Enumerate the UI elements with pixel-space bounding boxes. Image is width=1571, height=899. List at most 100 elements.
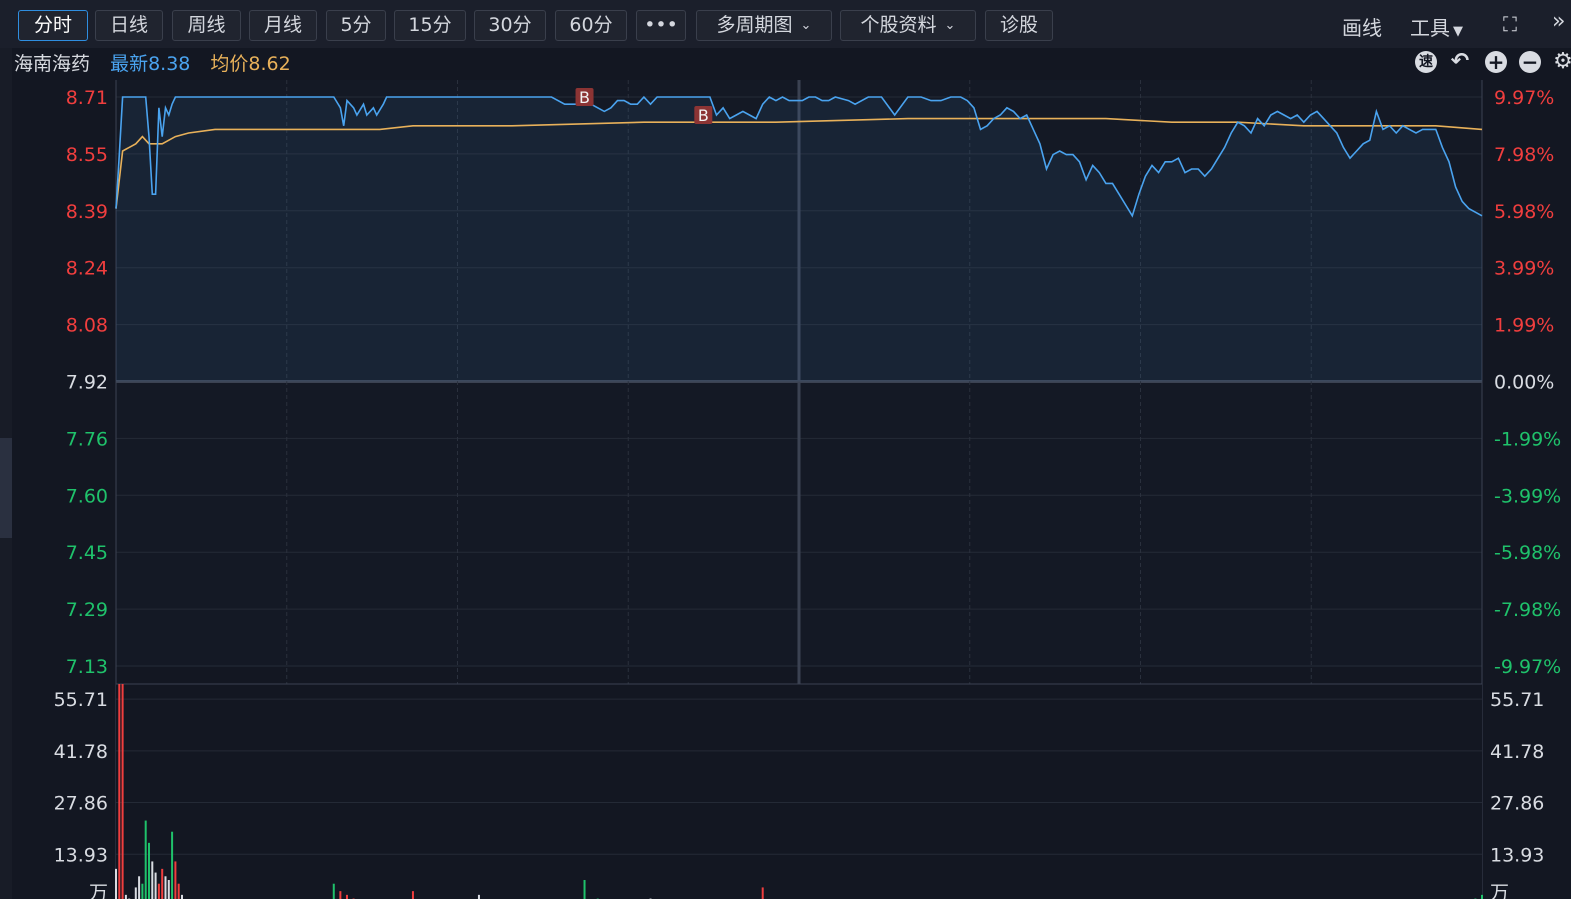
buy-marker [575, 88, 594, 106]
left-strip-marker [0, 438, 12, 538]
price-tick-label: 8.71 [66, 87, 108, 109]
toolbar: 分时 日线 周线 月线 5分 15分 30分 60分 ••• 多周期图 ⌄ 个股资… [0, 0, 1571, 48]
price-line [115, 95, 1483, 218]
average-price: 均价8.62 [210, 53, 291, 75]
volume-bar [164, 876, 167, 899]
stock-name: 海南海药 [14, 53, 91, 75]
volume-bar [157, 883, 160, 899]
price-tick-label: 8.08 [66, 315, 108, 337]
volume-bar [124, 894, 127, 899]
percent-tick-label: -9.97% [1494, 656, 1561, 678]
draw-button[interactable]: 画线 [1342, 16, 1382, 40]
multi-period-dropdown[interactable]: 多周期图 ⌄ [696, 10, 832, 41]
trade-markers: BB [575, 88, 713, 125]
volume-tick-label: 55.71 [54, 689, 108, 711]
volume-bar [171, 831, 174, 899]
volume-unit-label: 万 [1490, 882, 1509, 899]
percent-tick-label: 0.00% [1494, 372, 1554, 394]
percent-tick-label: 9.97% [1494, 87, 1554, 109]
percent-tick-label: -7.98% [1494, 599, 1561, 621]
volume-bar [180, 894, 183, 899]
volume-bar [121, 684, 124, 899]
undo-icon[interactable]: ↶ [1450, 49, 1470, 74]
tab-intraday[interactable]: 分时 [18, 10, 88, 41]
volume-bars [115, 684, 1483, 899]
price-area-fill [116, 97, 1482, 382]
volume-bar [345, 894, 348, 899]
volume-bar [411, 891, 414, 899]
volume-ticks: 55.71 55.71 41.78 41.78 27.86 27.86 13.93 13.93… [54, 689, 1545, 899]
price-ticks-left: 8.71 8.55 8.39 8.24 8.08 7.92 7.76 7.60 7.45 7.29… [66, 87, 108, 678]
buy-marker-label: B [698, 106, 709, 125]
speed-icon[interactable]: 速 [1415, 51, 1437, 73]
price-tick-label: 7.76 [66, 428, 108, 450]
buy-marker [694, 106, 713, 125]
volume-bar [118, 684, 121, 899]
volume-bar [167, 880, 170, 899]
tab-5min[interactable]: 5分 [326, 10, 386, 41]
more-periods-button[interactable]: ••• [636, 10, 686, 41]
percent-tick-label: -3.99% [1494, 485, 1561, 507]
multi-period-label: 多周期图 [716, 14, 793, 36]
info-bar: 海南海药 最新8.38 均价8.62 [14, 50, 305, 78]
tab-60min[interactable]: 60分 [555, 10, 627, 41]
percent-tick-label: -5.98% [1494, 542, 1561, 564]
volume-bar [332, 883, 335, 899]
percent-ticks-right: 9.97% 7.98% 5.98% 3.99% 1.99% 0.00% -1.99% -3.9… [1494, 87, 1561, 678]
volume-bar [134, 887, 137, 899]
volume-bar [1481, 894, 1483, 899]
volume-bar [174, 861, 177, 899]
volume-bar [339, 891, 342, 899]
diagnose-button[interactable]: 诊股 [985, 10, 1053, 41]
chevron-down-icon: ⌄ [944, 18, 956, 33]
price-tick-label: 7.45 [66, 542, 108, 564]
price-lines [115, 95, 1483, 218]
volume-bar [144, 820, 147, 899]
volume-bar [147, 842, 150, 899]
percent-tick-label: 7.98% [1494, 144, 1554, 166]
tools-label: 工具 [1410, 16, 1450, 40]
volume-bar [154, 872, 157, 899]
zoom-in-icon[interactable]: + [1485, 51, 1507, 73]
volume-tick-label: 41.78 [54, 741, 108, 763]
volume-grid [116, 683, 1482, 855]
price-tick-label: 7.29 [66, 599, 108, 621]
price-area [116, 97, 1482, 382]
zoom-out-icon[interactable]: − [1519, 51, 1541, 73]
volume-tick-label: 27.86 [54, 793, 108, 815]
chevron-down-icon: ⌄ [800, 18, 812, 33]
tab-daily[interactable]: 日线 [95, 10, 163, 41]
stock-info-label: 个股资料 [860, 14, 937, 36]
volume-bar [583, 880, 586, 899]
price-tick-label: 8.55 [66, 144, 108, 166]
volume-tick-label: 55.71 [1490, 689, 1544, 711]
volume-bar [115, 868, 117, 899]
buy-marker-label: B [579, 88, 590, 107]
percent-tick-label: 5.98% [1494, 201, 1554, 223]
tab-weekly[interactable]: 周线 [172, 10, 241, 41]
tab-30min[interactable]: 30分 [474, 10, 546, 41]
tools-dropdown[interactable]: 工具 ▼ [1410, 12, 1463, 41]
price-tick-label: 7.60 [66, 485, 108, 507]
left-strip [0, 48, 12, 899]
percent-tick-label: 3.99% [1494, 258, 1554, 280]
percent-tick-label: 1.99% [1494, 315, 1554, 337]
price-tick-label: 7.92 [66, 372, 108, 394]
volume-tick-label: 27.86 [1490, 793, 1544, 815]
volume-bar [138, 876, 141, 899]
tab-15min[interactable]: 15分 [394, 10, 466, 41]
stock-info-dropdown[interactable]: 个股资料 ⌄ [840, 10, 976, 41]
double-chevron-right-icon[interactable]: » [1552, 9, 1566, 34]
price-tick-label: 7.13 [66, 656, 108, 678]
tab-monthly[interactable]: 月线 [249, 10, 317, 41]
volume-bar [161, 868, 164, 899]
volume-unit-label: 万 [89, 882, 108, 899]
volume-bar [141, 883, 144, 899]
avg-price-line [115, 117, 1483, 209]
settings-icon[interactable]: ⚙ [1553, 49, 1571, 74]
volume-tick-label: 13.93 [54, 844, 108, 866]
price-tick-label: 8.24 [66, 258, 108, 280]
fullscreen-icon[interactable]: ⛶ [1503, 12, 1517, 36]
price-tick-label: 8.39 [66, 201, 108, 223]
